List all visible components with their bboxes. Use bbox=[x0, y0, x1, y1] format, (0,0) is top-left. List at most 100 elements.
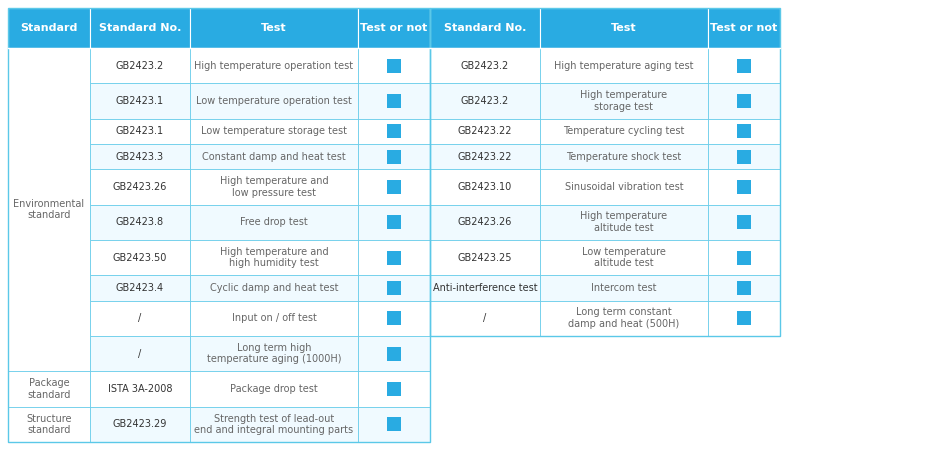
Text: GB2423.26: GB2423.26 bbox=[458, 217, 512, 227]
Bar bbox=[190, 275, 358, 301]
Bar bbox=[387, 58, 401, 73]
Bar bbox=[737, 281, 751, 295]
Bar bbox=[90, 144, 190, 169]
Bar bbox=[708, 8, 780, 48]
Text: Package
standard: Package standard bbox=[28, 378, 70, 400]
Text: Input on / off test: Input on / off test bbox=[232, 313, 316, 323]
Bar bbox=[708, 169, 780, 205]
Text: GB2423.22: GB2423.22 bbox=[458, 126, 512, 136]
Text: /: / bbox=[139, 313, 142, 323]
Text: GB2423.4: GB2423.4 bbox=[116, 283, 164, 293]
Text: GB2423.2: GB2423.2 bbox=[461, 96, 509, 106]
Text: Test: Test bbox=[261, 23, 287, 33]
Bar bbox=[8, 407, 90, 442]
Text: Environmental
standard: Environmental standard bbox=[13, 199, 85, 220]
Bar bbox=[190, 83, 358, 119]
Bar bbox=[190, 336, 358, 371]
Bar bbox=[358, 83, 430, 119]
Bar bbox=[358, 336, 430, 371]
Text: High temperature aging test: High temperature aging test bbox=[554, 61, 693, 71]
Text: Structure
standard: Structure standard bbox=[27, 414, 72, 435]
Bar bbox=[430, 8, 780, 336]
Bar bbox=[90, 240, 190, 275]
Bar bbox=[540, 144, 708, 169]
Text: GB2423.1: GB2423.1 bbox=[116, 126, 164, 136]
Text: GB2423.29: GB2423.29 bbox=[113, 419, 167, 429]
Text: Standard: Standard bbox=[20, 23, 78, 33]
Bar bbox=[540, 83, 708, 119]
Bar bbox=[540, 240, 708, 275]
Bar bbox=[430, 205, 540, 240]
Text: Standard No.: Standard No. bbox=[99, 23, 181, 33]
Bar bbox=[430, 240, 540, 275]
Bar bbox=[540, 169, 708, 205]
Bar bbox=[190, 48, 358, 83]
Bar bbox=[358, 407, 430, 442]
Text: Low temperature operation test: Low temperature operation test bbox=[196, 96, 352, 106]
Bar bbox=[90, 275, 190, 301]
Text: GB2423.2: GB2423.2 bbox=[461, 61, 509, 71]
Bar bbox=[737, 251, 751, 265]
Bar bbox=[737, 58, 751, 73]
Bar bbox=[387, 311, 401, 325]
Bar bbox=[708, 144, 780, 169]
Bar bbox=[90, 83, 190, 119]
Text: Constant damp and heat test: Constant damp and heat test bbox=[202, 152, 346, 162]
Text: Low temperature storage test: Low temperature storage test bbox=[201, 126, 347, 136]
Text: GB2423.1: GB2423.1 bbox=[116, 96, 164, 106]
Text: GB2423.3: GB2423.3 bbox=[116, 152, 164, 162]
Bar bbox=[8, 371, 90, 407]
Text: Strength test of lead-out
end and integral mounting parts: Strength test of lead-out end and integr… bbox=[195, 414, 353, 435]
Bar bbox=[708, 83, 780, 119]
Text: High temperature operation test: High temperature operation test bbox=[195, 61, 353, 71]
Bar bbox=[540, 48, 708, 83]
Bar bbox=[430, 275, 540, 301]
Text: Temperature cycling test: Temperature cycling test bbox=[563, 126, 685, 136]
Bar bbox=[430, 144, 540, 169]
Bar bbox=[540, 119, 708, 144]
Text: Long term high
temperature aging (1000H): Long term high temperature aging (1000H) bbox=[207, 343, 341, 364]
Bar bbox=[387, 382, 401, 396]
Bar bbox=[358, 240, 430, 275]
Bar bbox=[8, 8, 430, 442]
Bar bbox=[387, 417, 401, 431]
Bar bbox=[708, 205, 780, 240]
Bar bbox=[387, 281, 401, 295]
Bar bbox=[430, 48, 540, 83]
Text: High temperature
storage test: High temperature storage test bbox=[580, 90, 668, 112]
Bar bbox=[430, 83, 540, 119]
Bar bbox=[90, 48, 190, 83]
Bar bbox=[387, 180, 401, 194]
Text: GB2423.10: GB2423.10 bbox=[458, 182, 512, 192]
Bar bbox=[737, 94, 751, 108]
Text: Standard No.: Standard No. bbox=[444, 23, 526, 33]
Bar bbox=[90, 205, 190, 240]
Text: /: / bbox=[139, 349, 142, 359]
Bar bbox=[708, 301, 780, 336]
Bar bbox=[190, 205, 358, 240]
Bar bbox=[190, 119, 358, 144]
Bar bbox=[387, 149, 401, 164]
Bar bbox=[737, 180, 751, 194]
Bar bbox=[708, 48, 780, 83]
Bar bbox=[540, 275, 708, 301]
Bar bbox=[540, 205, 708, 240]
Text: Cyclic damp and heat test: Cyclic damp and heat test bbox=[210, 283, 338, 293]
Text: GB2423.2: GB2423.2 bbox=[116, 61, 164, 71]
Bar bbox=[358, 48, 430, 83]
Bar bbox=[90, 169, 190, 205]
Bar bbox=[90, 371, 190, 407]
Bar bbox=[540, 301, 708, 336]
Bar bbox=[8, 48, 90, 371]
Bar bbox=[90, 119, 190, 144]
Bar bbox=[190, 371, 358, 407]
Bar bbox=[90, 336, 190, 371]
Bar bbox=[190, 407, 358, 442]
Bar bbox=[430, 119, 540, 144]
Bar bbox=[358, 371, 430, 407]
Bar bbox=[358, 275, 430, 301]
Text: GB2423.22: GB2423.22 bbox=[458, 152, 512, 162]
Text: Sinusoidal vibration test: Sinusoidal vibration test bbox=[564, 182, 683, 192]
Text: Test or not: Test or not bbox=[360, 23, 428, 33]
Text: High temperature and
low pressure test: High temperature and low pressure test bbox=[219, 176, 329, 198]
